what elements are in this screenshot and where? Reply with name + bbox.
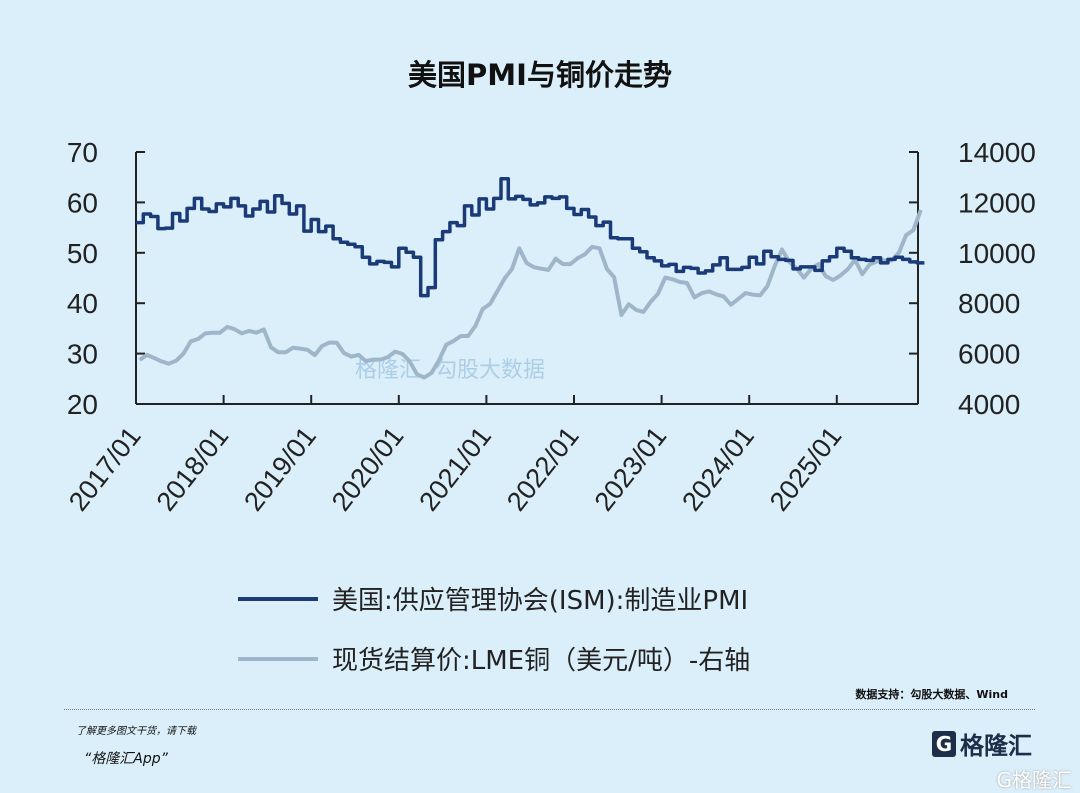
promo-text: 了解更多图文干货，请下载 [76, 726, 196, 737]
x-tick-label: 2022/01 [501, 421, 585, 516]
legend-label-copper: 现货结算价:LME铜（美元/吨）-右轴 [332, 646, 751, 676]
left-tick-label: 40 [67, 288, 98, 319]
x-tick-label: 2020/01 [326, 421, 410, 516]
right-tick-label: 14000 [958, 137, 1036, 168]
left-tick-label: 70 [67, 137, 98, 168]
watermark-partner: 勾股大数据 [435, 358, 546, 383]
pmi-line [136, 176, 925, 298]
right-tick-label: 10000 [958, 238, 1036, 269]
corner-watermark-logo: G格隆汇 [996, 768, 1073, 792]
logo-g-icon: G [932, 730, 956, 757]
chart-svg: 20 30 40 50 60 70 4000 6000 8000 10000 12000 14000 2… [63, 137, 1036, 517]
data-source: 数据支持：勾股大数据、Wind [855, 688, 1008, 701]
right-tick-label: 4000 [958, 389, 1020, 420]
legend-swatch-pmi [238, 596, 318, 601]
left-tick-label: 20 [67, 389, 98, 420]
right-tick-label: 6000 [958, 339, 1020, 370]
divider [64, 709, 1035, 710]
left-tick-label: 50 [67, 238, 98, 269]
legend-item-pmi: 美国:供应管理协会(ISM):制造业PMI [238, 580, 748, 617]
left-tick-label: 60 [67, 187, 98, 218]
x-tick-label: 2024/01 [676, 421, 760, 516]
x-tick-label: 2017/01 [63, 421, 147, 516]
x-tick-label: 2023/01 [589, 421, 673, 516]
legend-item-copper: 现货结算价:LME铜（美元/吨）-右轴 [238, 640, 750, 677]
right-tick-label: 8000 [958, 288, 1020, 319]
chart-title: 美国PMI与铜价走势 [408, 58, 672, 92]
x-tick-label: 2025/01 [764, 421, 848, 516]
left-tick-label: 30 [67, 339, 98, 370]
brand-logo: G 格隆汇 [932, 726, 1032, 761]
x-tick-label: 2019/01 [238, 421, 322, 516]
legend-label-pmi: 美国:供应管理协会(ISM):制造业PMI [332, 586, 749, 616]
right-tick-label: 12000 [958, 187, 1036, 218]
x-tick-label: 2018/01 [151, 421, 235, 516]
promo-app-name: “格隆汇App” [84, 751, 168, 767]
legend-swatch-copper [238, 656, 318, 661]
copper-line [138, 209, 923, 380]
x-tick-label: 2021/01 [413, 421, 497, 516]
logo-text: 格隆汇 [960, 732, 1032, 760]
